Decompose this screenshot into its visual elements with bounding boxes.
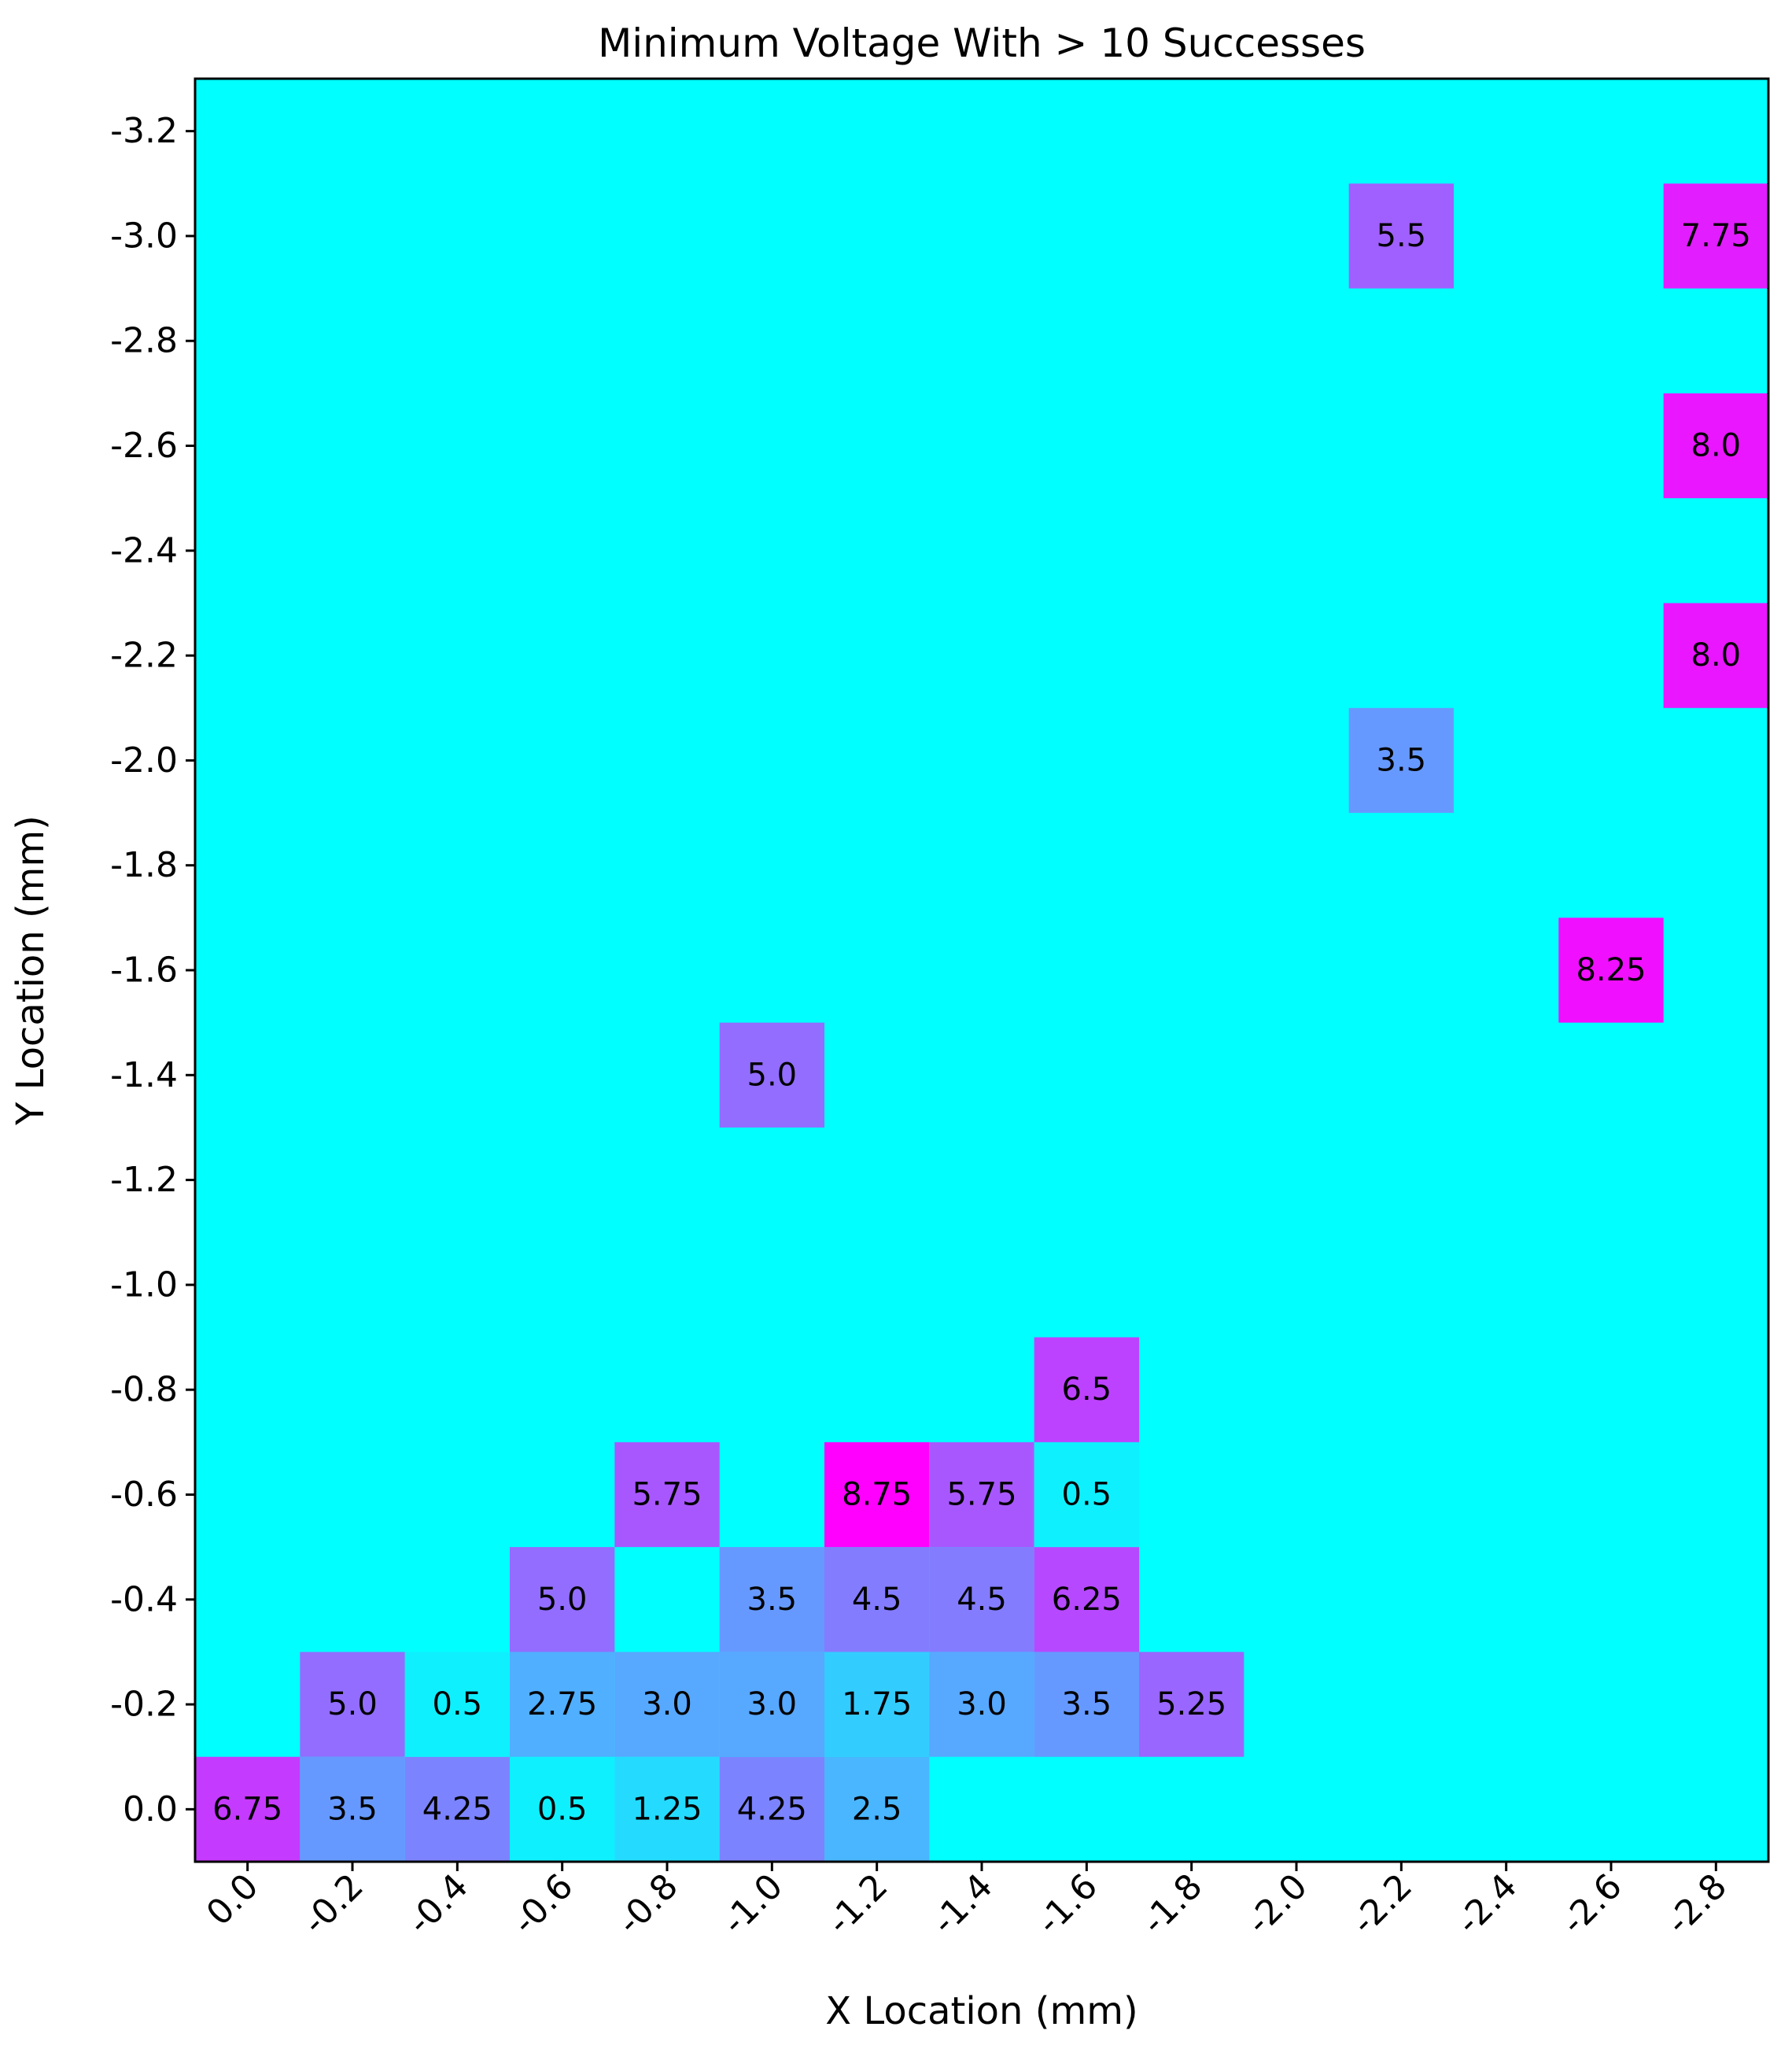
heatmap-cell-label: 0.5 <box>537 1791 588 1827</box>
x-axis-label: X Location (mm) <box>825 1989 1138 2033</box>
y-tick-label: -2.2 <box>110 636 178 676</box>
y-tick-label: -0.2 <box>110 1685 178 1725</box>
heatmap-cell-label: 0.5 <box>1062 1476 1112 1512</box>
heatmap-cell-label: 8.75 <box>842 1476 912 1512</box>
heatmap-cell <box>824 1652 930 1757</box>
heatmap-cell <box>719 1022 824 1128</box>
y-tick-label: -3.2 <box>110 111 178 151</box>
heatmap-cell <box>1663 393 1768 499</box>
heatmap-cell-label: 6.75 <box>212 1791 282 1827</box>
y-tick-label: 0.0 <box>123 1789 178 1829</box>
heatmap-cell-label: 5.75 <box>632 1476 702 1512</box>
y-tick-label: -1.4 <box>110 1055 178 1095</box>
heatmap-cell <box>1663 603 1768 708</box>
heatmap-cell <box>404 1756 510 1862</box>
heatmap-cell <box>1558 917 1664 1023</box>
y-tick-label: -1.2 <box>110 1160 178 1200</box>
heatmap-cell <box>719 1756 824 1862</box>
heatmap-cell-label: 3.0 <box>642 1686 692 1722</box>
heatmap-cell-label: 4.25 <box>737 1791 807 1827</box>
heatmap-cell <box>300 1652 405 1757</box>
heatmap-cell <box>614 1652 720 1757</box>
heatmap-cell-label: 2.75 <box>527 1686 597 1722</box>
heatmap-cell <box>614 1756 720 1862</box>
y-tick-label: -2.6 <box>110 426 178 466</box>
heatmap-cell-label: 5.75 <box>946 1476 1016 1512</box>
heatmap-cell <box>824 1547 930 1652</box>
heatmap-cell-label: 5.25 <box>1156 1686 1226 1722</box>
heatmap-cell <box>510 1756 615 1862</box>
heatmap-cell-label: 4.25 <box>422 1791 492 1827</box>
heatmap-cell <box>510 1652 615 1757</box>
y-axis-label: Y Location (mm) <box>9 815 53 1126</box>
heatmap-cell <box>1034 1337 1139 1442</box>
heatmap-cell <box>404 1652 510 1757</box>
heatmap-cell <box>195 1756 301 1862</box>
heatmap-cell-label: 3.5 <box>1377 742 1427 778</box>
heatmap-cell-label: 3.5 <box>747 1582 798 1618</box>
heatmap-cell <box>1348 707 1454 814</box>
y-tick-label: -2.4 <box>110 530 178 570</box>
heatmap-cell <box>929 1652 1034 1757</box>
heatmap-cell <box>1663 183 1768 289</box>
heatmap-cell <box>929 1547 1034 1652</box>
heatmap-cell-label: 6.5 <box>1062 1371 1112 1408</box>
y-tick-label: -1.0 <box>110 1264 178 1305</box>
y-tick-label: -1.8 <box>110 845 178 885</box>
heatmap-cell-label: 0.5 <box>433 1686 483 1722</box>
heatmap-cell <box>1034 1442 1139 1548</box>
y-tick-label: -2.0 <box>110 740 178 781</box>
heatmap-cell <box>1034 1652 1139 1757</box>
heatmap-cell <box>1139 1652 1244 1757</box>
heatmap-cell-label: 3.5 <box>327 1791 378 1827</box>
heatmap-cell-label: 5.0 <box>327 1686 378 1722</box>
heatmap-cell-label: 2.5 <box>852 1791 902 1827</box>
heatmap-cell <box>510 1547 615 1652</box>
y-axis-ticks: -3.2 -3.0 -2.8 -2.6 -2.4 -2.2 -2.0 -1.8 -1.6 -1.4… <box>110 111 195 1829</box>
y-tick-label: -2.8 <box>110 321 178 361</box>
heatmap-cell-label: 1.25 <box>632 1791 702 1827</box>
heatmap-cell-label: 3.0 <box>957 1686 1007 1722</box>
heatmap-cell <box>719 1547 824 1652</box>
heatmap-cell <box>614 1442 720 1548</box>
y-tick-label: -1.6 <box>110 951 178 991</box>
y-tick-label: -0.6 <box>110 1475 178 1515</box>
heatmap-cell-label: 5.0 <box>537 1582 588 1618</box>
y-tick-label: -0.8 <box>110 1370 178 1410</box>
heatmap-cell <box>719 1652 824 1757</box>
heatmap-cell-label: 8.0 <box>1691 428 1742 464</box>
heatmap-cell-label: 3.0 <box>747 1686 798 1722</box>
heatmap-cell-label: 5.5 <box>1377 218 1427 254</box>
y-tick-label: -0.4 <box>110 1579 178 1619</box>
heatmap-cell-label: 1.75 <box>842 1686 912 1722</box>
heatmap-cell-labels: 6.75 3.5 4.25 0.5 1.25 4.25 2.5 5.0 0.5 2.75 3.0 3.… <box>212 218 1751 1827</box>
heatmap-cell-label: 6.25 <box>1052 1582 1122 1618</box>
heatmap-cells <box>195 183 1768 1862</box>
heatmap-cell-label: 3.5 <box>1062 1686 1112 1722</box>
heatmap-cell <box>824 1756 930 1862</box>
heatmap-cell-label: 8.0 <box>1691 637 1742 674</box>
chart-title: Minimum Voltage With > 10 Successes <box>598 20 1366 66</box>
heatmap-cell <box>300 1756 405 1862</box>
heatmap-cell-label: 4.5 <box>852 1582 902 1618</box>
heatmap-cell-label: 5.0 <box>747 1057 798 1093</box>
y-tick-label: -3.0 <box>110 216 178 256</box>
heatmap-cell <box>1034 1547 1139 1652</box>
heatmap-cell-label: 8.25 <box>1576 952 1646 988</box>
heatmap-cell <box>1348 183 1454 289</box>
heatmap-cell-label: 7.75 <box>1681 218 1751 254</box>
heatmap-cell <box>929 1442 1034 1548</box>
heatmap-cell <box>824 1442 930 1548</box>
heatmap-cell-label: 4.5 <box>957 1582 1007 1618</box>
